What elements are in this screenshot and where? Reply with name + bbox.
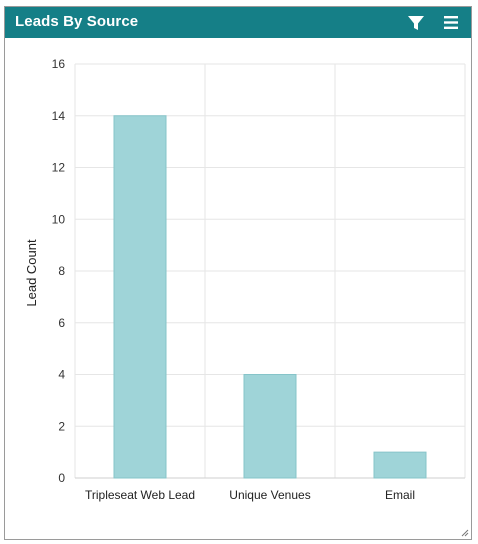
y-tick-label: 12	[52, 161, 66, 175]
resize-handle-icon[interactable]	[461, 529, 469, 537]
y-tick-label: 8	[58, 264, 65, 278]
bar-unique-venues[interactable]	[243, 374, 297, 479]
x-tick-label: Tripleseat Web Lead	[85, 488, 195, 502]
y-tick-label: 16	[52, 57, 66, 71]
x-tick-label: Email	[385, 488, 415, 502]
menu-icon[interactable]	[443, 15, 459, 30]
y-tick-label: 6	[58, 316, 65, 330]
x-tick-label: Unique Venues	[229, 488, 310, 502]
y-tick-label: 0	[58, 471, 65, 485]
widget-header: Leads By Source	[5, 7, 471, 38]
bar-email[interactable]	[373, 451, 427, 479]
leads-by-source-widget: Leads By Source 0 2 4 6 8 10 12 14 16 Tripleseat …	[4, 6, 472, 540]
y-tick-label: 14	[52, 109, 66, 123]
y-tick-label: 10	[52, 212, 66, 226]
y-axis-label: Lead Count	[24, 239, 39, 307]
y-tick-label: 2	[58, 419, 65, 433]
bar-chart: 0 2 4 6 8 10 12 14 16 Tripleseat Web Lead Unique V…	[24, 57, 466, 502]
filter-icon[interactable]	[407, 14, 425, 32]
y-tick-label: 4	[58, 368, 65, 382]
widget-title: Leads By Source	[15, 13, 139, 30]
bar-tripleseat-web-lead[interactable]	[113, 115, 167, 479]
